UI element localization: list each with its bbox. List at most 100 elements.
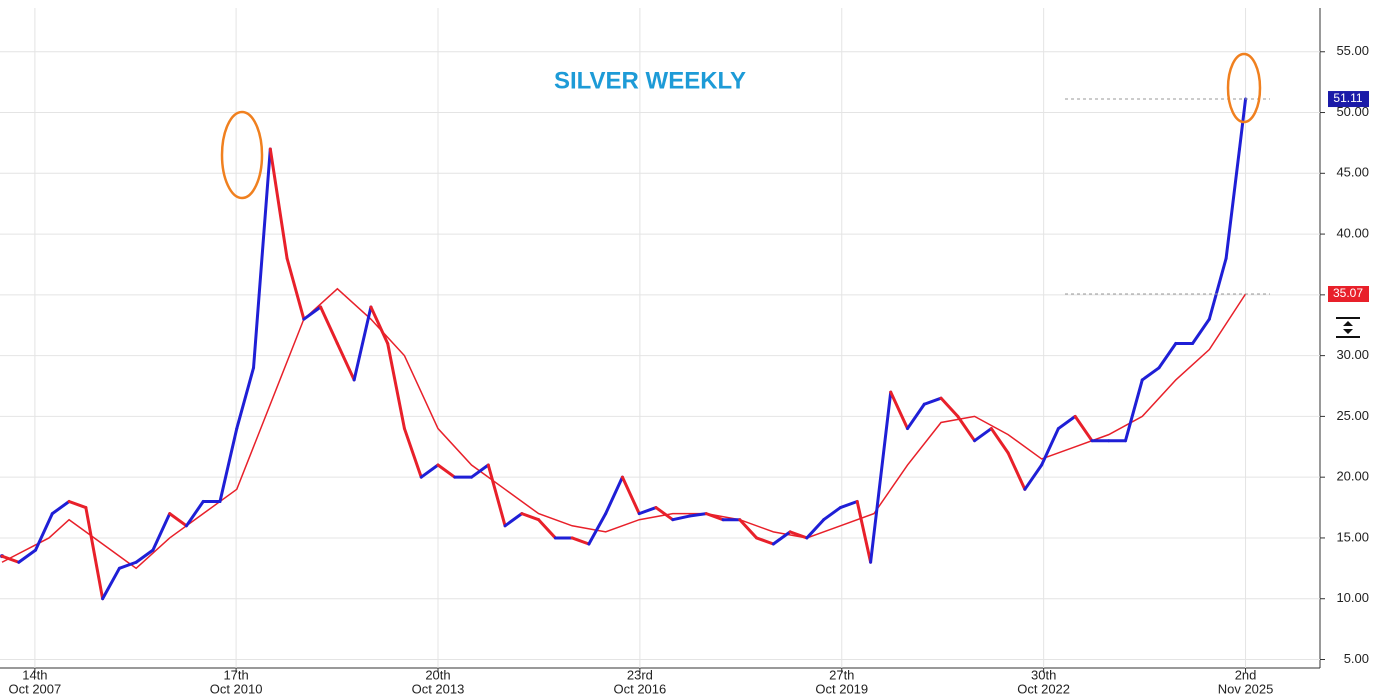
y-tick-label: 55.00 <box>1336 43 1369 58</box>
price-segment <box>268 147 289 260</box>
x-tick-label: 2nd <box>1235 667 1257 682</box>
price-segment <box>537 518 557 540</box>
x-tick-label: 20th <box>425 667 450 682</box>
y-tick-label: 15.00 <box>1336 529 1369 544</box>
y-tick-label: 30.00 <box>1336 347 1369 362</box>
x-tick-label: Oct 2013 <box>412 681 465 696</box>
price-segment <box>34 512 54 552</box>
price-segment <box>1191 317 1211 345</box>
price-segment <box>520 512 541 522</box>
price-segment <box>218 427 239 503</box>
price-label: 35.07 <box>1333 286 1363 300</box>
price-label-box <box>1328 286 1369 302</box>
price-segment <box>84 506 105 601</box>
price-segment <box>755 536 775 546</box>
price-segment <box>1023 463 1044 491</box>
price-segment <box>855 499 873 564</box>
y-tick-label: 40.00 <box>1336 226 1369 241</box>
y-tick-label: 25.00 <box>1336 408 1369 423</box>
price-segment <box>838 499 859 510</box>
price-segment <box>1123 378 1144 443</box>
x-tick-label: 14th <box>22 667 47 682</box>
x-tick-label: Oct 2022 <box>1017 681 1070 696</box>
price-segment <box>503 512 524 528</box>
x-tick-label: 23rd <box>627 667 653 682</box>
price-segment <box>0 554 21 564</box>
price-segment <box>1157 341 1178 370</box>
price-segment <box>771 530 792 546</box>
x-tick-label: Nov 2025 <box>1218 681 1274 696</box>
price-segment <box>352 305 373 382</box>
price-segment <box>436 463 457 479</box>
price-segment <box>235 366 256 431</box>
price-segment <box>1140 366 1161 382</box>
x-tick-label: 27th <box>829 667 854 682</box>
price-segment <box>1073 414 1094 443</box>
peak-highlight <box>220 110 264 200</box>
price-label: 51.11 <box>1333 91 1362 105</box>
price-segment <box>486 463 507 528</box>
price-segment <box>704 512 725 522</box>
price-segment <box>688 512 708 518</box>
price-label-box <box>1328 91 1369 108</box>
price-segment <box>17 548 38 564</box>
price-segment <box>620 475 641 516</box>
price-segment <box>570 536 591 546</box>
price-segment <box>335 341 356 382</box>
x-tick-label: 17th <box>223 667 248 682</box>
y-tick-label: 20.00 <box>1336 469 1369 484</box>
x-tick-label: Oct 2007 <box>8 681 61 696</box>
price-segment <box>470 463 490 479</box>
price-segment <box>637 506 658 516</box>
peak-highlight <box>1226 52 1262 124</box>
price-segment <box>671 514 692 522</box>
price-segment <box>604 475 624 516</box>
price-segment <box>402 427 423 479</box>
x-tick-label: Oct 2019 <box>815 681 868 696</box>
price-segment <box>168 512 188 528</box>
price-segment <box>939 396 960 418</box>
price-segment <box>117 560 138 570</box>
price-segment <box>1238 97 1248 151</box>
x-tick-label: Oct 2016 <box>613 681 666 696</box>
price-segment <box>822 506 842 522</box>
price-segment <box>302 305 323 321</box>
x-tick-label: Oct 2010 <box>210 681 263 696</box>
price-segment <box>151 512 172 552</box>
plot: 5.0010.0015.0020.0025.0030.0035.0040.004… <box>0 8 1369 696</box>
price-segment <box>922 396 943 406</box>
y-tick-label: 45.00 <box>1336 165 1369 180</box>
price-segment <box>587 512 608 546</box>
price-segment <box>956 414 977 443</box>
price-segment <box>386 341 406 431</box>
y-tick-label: 5.00 <box>1344 651 1369 666</box>
price-segment <box>805 518 826 540</box>
price-segment <box>1006 451 1027 491</box>
price-segment <box>738 518 759 540</box>
price-segment <box>419 463 440 479</box>
scale-icon <box>1336 317 1360 338</box>
price-segment <box>1207 256 1228 321</box>
price-segment <box>252 147 272 370</box>
price-segment <box>101 566 121 601</box>
x-tick-label: 30th <box>1031 667 1056 682</box>
price-segment <box>184 499 205 528</box>
price-segment <box>869 390 893 564</box>
y-tick-label: 10.00 <box>1336 590 1369 605</box>
price-segment <box>67 499 88 510</box>
price-segment <box>889 390 909 431</box>
price-segment <box>319 305 339 345</box>
average-line <box>1 287 1247 570</box>
y-tick-label: 50.00 <box>1336 104 1369 119</box>
price-segment <box>1040 427 1060 467</box>
price-segment <box>285 256 306 321</box>
price-segment <box>788 530 809 540</box>
price-segment <box>134 548 155 564</box>
price-segment <box>1224 147 1242 260</box>
chart-title: SILVER WEEKLY <box>554 67 746 94</box>
price-segment <box>50 499 71 516</box>
price-segment <box>973 427 993 443</box>
price-segment <box>654 506 675 522</box>
price-segment <box>369 305 390 345</box>
